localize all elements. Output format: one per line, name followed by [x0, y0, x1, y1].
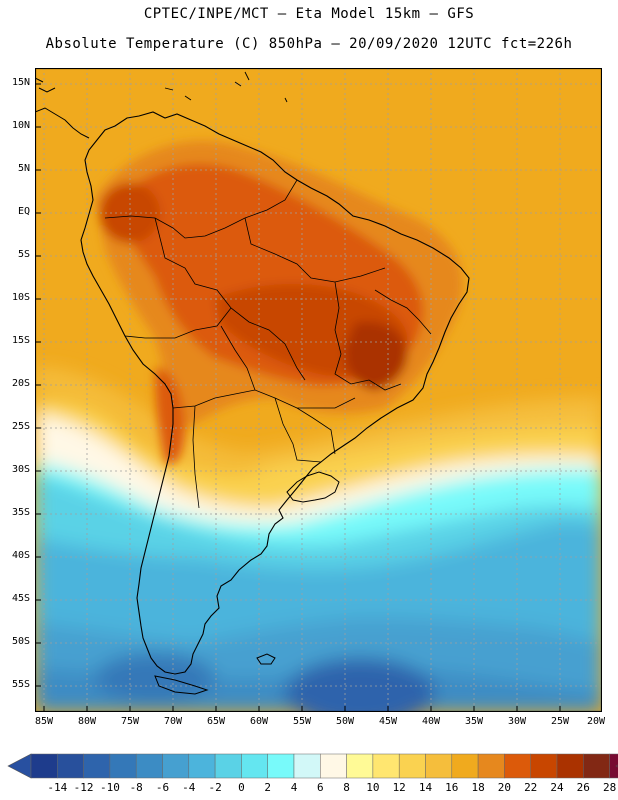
colorbar-label: 28 — [602, 781, 617, 794]
field-22c-chaco — [155, 368, 185, 465]
colorbar-cell — [293, 753, 321, 779]
lat-label: 10S — [11, 292, 30, 303]
colorbar-label: 26 — [576, 781, 590, 794]
colorbar-cell — [83, 753, 111, 779]
graticule — [35, 68, 602, 712]
lat-label: 25S — [11, 421, 30, 432]
colorbar-label: -4 — [182, 781, 196, 794]
axis-ticks — [35, 83, 561, 712]
coastline-south-america — [80, 111, 470, 675]
coastline-tierra-del-fuego — [154, 675, 209, 695]
lat-label: 15S — [11, 335, 30, 346]
colorbar-cell — [372, 753, 400, 779]
colorbar-cell — [530, 753, 558, 779]
colorbar-cell — [162, 753, 190, 779]
field-m10c — [285, 658, 435, 712]
lat-label: 35S — [11, 507, 30, 518]
lon-label: 65W — [206, 716, 226, 727]
colorbar-under-arrow — [7, 753, 32, 779]
lat-label: EQ — [17, 206, 30, 217]
colorbar-label: 12 — [392, 781, 406, 794]
lagoon-uruguay — [286, 471, 340, 503]
lon-label: 45W — [378, 716, 398, 727]
lon-label: 75W — [120, 716, 140, 727]
colorbar-cell — [241, 753, 268, 779]
temperature-map — [35, 68, 602, 712]
lon-label: 60W — [249, 716, 269, 727]
map-title: CPTEC/INPE/MCT – Eta Model 15km – GFS — [143, 6, 475, 22]
colorbar-label: 14 — [418, 781, 433, 794]
colorbar — [7, 753, 618, 779]
colorbar-label: 16 — [445, 781, 459, 794]
colorbar-cell — [188, 753, 216, 779]
colorbar-cell — [57, 753, 84, 779]
colorbar-label: 10 — [366, 781, 380, 794]
colorbar-cell — [583, 753, 610, 779]
lon-label: 55W — [292, 716, 312, 727]
colorbar-label: -2 — [208, 781, 222, 794]
lon-label: 30W — [507, 716, 527, 727]
colorbar-label: -12 — [73, 781, 94, 794]
lon-label: 25W — [550, 716, 570, 727]
colorbar-cell — [320, 753, 347, 779]
lat-label: 5N — [17, 163, 30, 174]
lat-label: 40S — [11, 550, 30, 561]
field-14c — [35, 398, 602, 508]
colorbar-cell — [451, 753, 479, 779]
colorbar-label: -14 — [47, 781, 68, 794]
colorbar-label: 24 — [550, 781, 564, 794]
coastline-caribbean — [164, 71, 288, 103]
lon-label: 85W — [34, 716, 54, 727]
lat-label: 20S — [11, 378, 30, 389]
map-subtitle: Absolute Temperature (C) 850hPa – 20/09/… — [45, 36, 573, 52]
lon-label: 40W — [421, 716, 441, 727]
colorbar-label: 20 — [497, 781, 512, 794]
colorbar-label: 2 — [264, 781, 271, 794]
colorbar-label: 4 — [290, 781, 298, 794]
colorbar-label: 6 — [316, 781, 324, 794]
lon-label: 20W — [586, 716, 606, 727]
colorbar-cell — [214, 753, 242, 779]
colorbar-cell — [109, 753, 137, 779]
lat-label: 30S — [11, 464, 30, 475]
colorbar-label: 8 — [343, 781, 350, 794]
lat-label: 5S — [17, 249, 30, 260]
lat-label: 55S — [11, 679, 30, 690]
lon-label: 50W — [335, 716, 355, 727]
lat-label: 15N — [11, 77, 30, 88]
coastline-central-america — [35, 77, 90, 139]
field-m8c — [95, 653, 215, 703]
lat-label: 50S — [11, 636, 30, 647]
colorbar-cell — [556, 753, 584, 779]
colorbar-cell — [135, 753, 163, 779]
colorbar-label: 0 — [238, 781, 245, 794]
colorbar-cell — [267, 753, 295, 779]
colorbar-cell — [477, 753, 505, 779]
colorbar-label: -8 — [129, 781, 143, 794]
colorbar-label: 18 — [471, 781, 485, 794]
colorbar-cell — [504, 753, 531, 779]
lon-label: 80W — [77, 716, 97, 727]
colorbar-label: -10 — [99, 781, 120, 794]
colorbar-cell — [30, 753, 58, 779]
coastline-falklands — [256, 653, 276, 665]
lon-label: 35W — [464, 716, 484, 727]
colorbar-label: 22 — [524, 781, 538, 794]
field-26c — [344, 321, 408, 390]
map-frame — [35, 68, 602, 712]
lat-label: 45S — [11, 593, 30, 604]
colorbar-cell — [346, 753, 374, 779]
colorbar-cell — [425, 753, 453, 779]
colorbar-cell — [398, 753, 426, 779]
lon-label: 70W — [163, 716, 183, 727]
colorbar-label: -6 — [155, 781, 170, 794]
country-borders — [104, 179, 432, 509]
colorbar-cell — [609, 753, 618, 779]
lat-label: 10N — [11, 120, 30, 131]
